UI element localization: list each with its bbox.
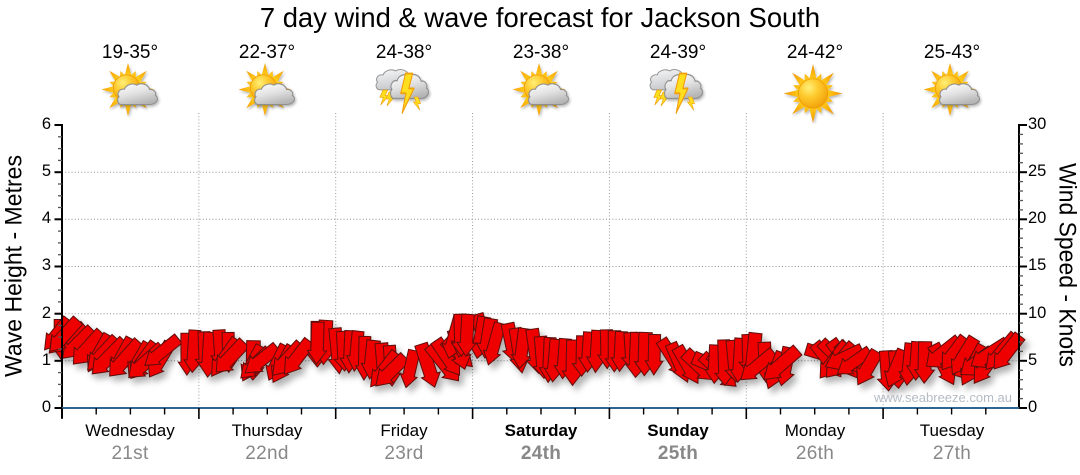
- svg-text:Wave Height - Metres: Wave Height - Metres: [0, 155, 27, 377]
- svg-text:Wind Speed - Knots: Wind Speed - Knots: [1054, 163, 1080, 367]
